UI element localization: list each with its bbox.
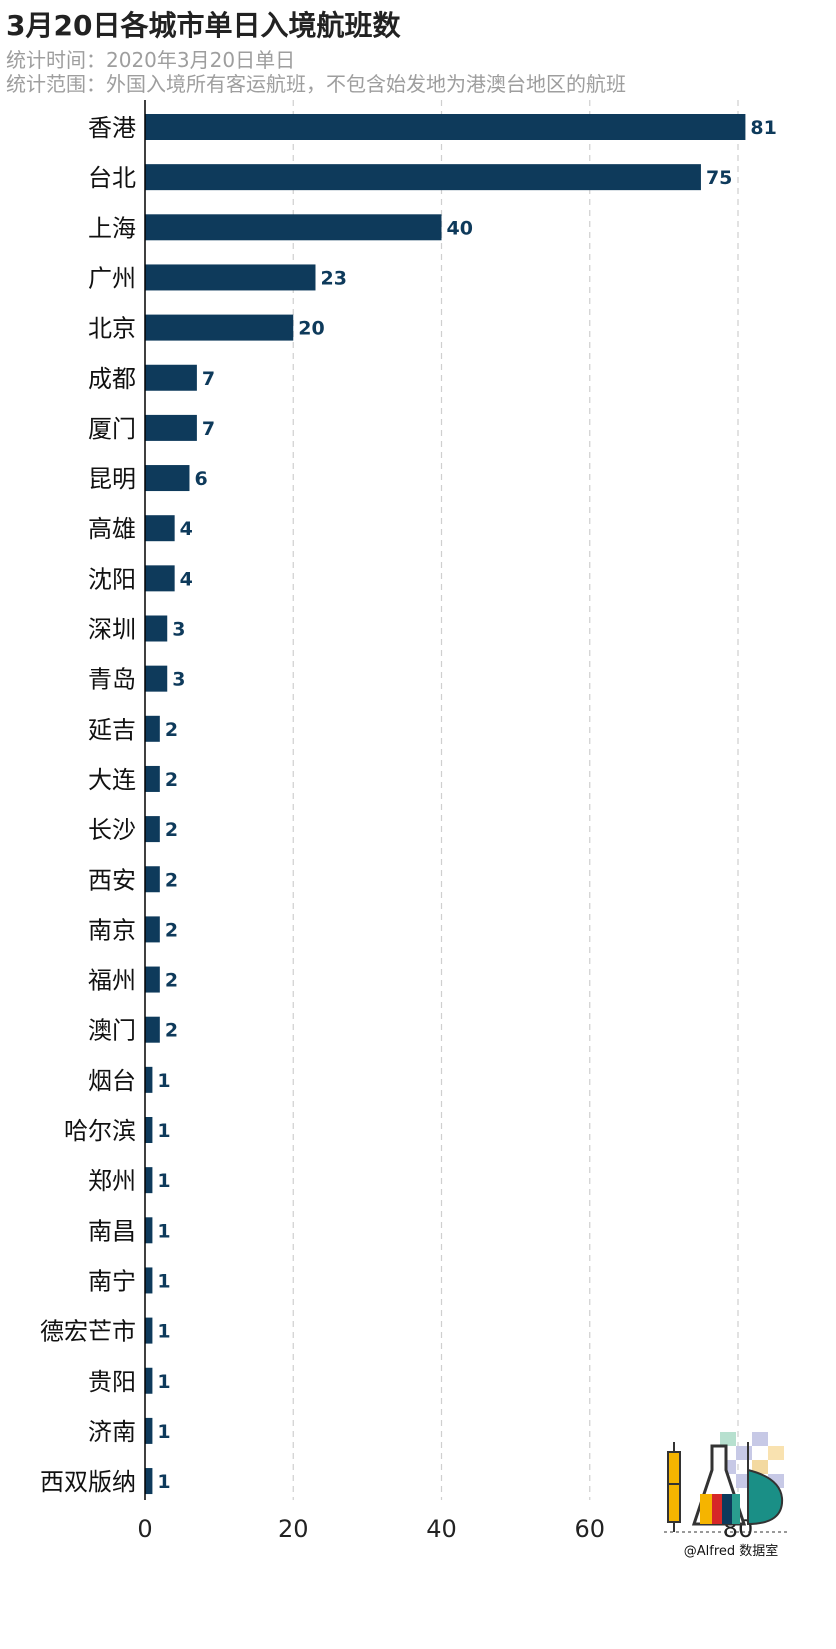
y-tick-label-9: 沈阳 — [88, 565, 136, 593]
y-tick-label-11: 青岛 — [88, 666, 136, 694]
chart-subtitle-scope: 统计范围：外国入境所有客运航班，不包含始发地为港澳台地区的航班 — [6, 72, 626, 96]
bar-27 — [145, 1468, 153, 1495]
data-label-7: 6 — [194, 468, 207, 490]
y-tick-label-21: 郑州 — [88, 1167, 136, 1195]
y-tick-label-20: 哈尔滨 — [64, 1117, 136, 1145]
data-label-4: 20 — [298, 318, 324, 340]
x-tick-label-20: 20 — [278, 1515, 309, 1543]
bar-4 — [145, 314, 294, 341]
data-label-17: 2 — [165, 970, 178, 992]
bar-26 — [145, 1417, 153, 1444]
data-label-24: 1 — [157, 1321, 170, 1343]
bar-14 — [145, 816, 160, 843]
y-tick-label-15: 西安 — [88, 866, 136, 894]
y-tick-label-23: 南宁 — [88, 1267, 136, 1295]
data-label-1: 75 — [706, 167, 732, 189]
bar-1 — [145, 164, 701, 191]
y-tick-label-19: 烟台 — [88, 1067, 136, 1095]
y-tick-label-17: 福州 — [88, 967, 136, 995]
y-tick-label-5: 成都 — [88, 365, 136, 393]
x-tick-label-60: 60 — [574, 1515, 605, 1543]
chart-header: 3月20日各城市单日入境航班数 统计时间：2020年3月20日单日 统计范围：外… — [6, 0, 626, 96]
data-label-23: 1 — [157, 1270, 170, 1292]
data-label-15: 2 — [165, 869, 178, 891]
data-label-6: 7 — [202, 418, 215, 440]
bar-11 — [145, 665, 168, 692]
bar-20 — [145, 1117, 153, 1143]
bar-7 — [145, 465, 190, 492]
bar-5 — [145, 364, 197, 391]
data-label-2: 40 — [447, 217, 473, 239]
y-tick-label-6: 厦门 — [88, 415, 136, 443]
data-label-18: 2 — [165, 1020, 178, 1042]
data-label-3: 23 — [320, 267, 346, 289]
y-tick-label-18: 澳门 — [88, 1017, 136, 1045]
data-label-13: 2 — [165, 769, 178, 791]
bar-19 — [145, 1066, 153, 1093]
y-tick-label-14: 长沙 — [88, 816, 136, 844]
data-label-26: 1 — [157, 1421, 170, 1443]
bar-17 — [145, 966, 160, 993]
data-label-9: 4 — [180, 568, 193, 590]
bar-16 — [145, 916, 160, 943]
alfred-logo — [664, 1432, 790, 1560]
x-tick-label-0: 0 — [137, 1515, 152, 1543]
data-label-10: 3 — [172, 619, 185, 641]
bar-6 — [145, 414, 197, 441]
bar-10 — [145, 615, 168, 642]
y-tick-label-0: 香港 — [88, 114, 136, 142]
data-label-12: 2 — [165, 719, 178, 741]
watermark-text: @Alfred 数据室 — [683, 1544, 779, 1559]
chart-subtitle-time: 统计时间：2020年3月20日单日 — [6, 48, 296, 72]
y-tick-label-3: 广州 — [88, 264, 136, 292]
x-tick-label-40: 40 — [426, 1515, 457, 1543]
y-tick-label-7: 昆明 — [88, 465, 136, 493]
bar-23 — [145, 1267, 153, 1294]
y-tick-label-10: 深圳 — [88, 616, 136, 644]
bar-24 — [145, 1317, 153, 1344]
bar-13 — [145, 765, 160, 792]
y-tick-label-24: 德宏芒市 — [40, 1318, 136, 1346]
bar-18 — [145, 1016, 160, 1043]
data-label-25: 1 — [157, 1371, 170, 1393]
bar-12 — [145, 715, 160, 742]
y-tick-label-4: 北京 — [88, 315, 136, 343]
bar-22 — [145, 1217, 153, 1244]
bar-0 — [145, 114, 746, 140]
bar-3 — [145, 264, 316, 291]
y-tick-label-25: 贵阳 — [88, 1368, 136, 1396]
y-tick-label-26: 济南 — [88, 1418, 136, 1446]
bar-8 — [145, 515, 175, 542]
data-label-11: 3 — [172, 669, 185, 691]
data-label-20: 1 — [157, 1120, 170, 1142]
y-tick-label-8: 高雄 — [88, 515, 136, 543]
chart-title: 3月20日各城市单日入境航班数 — [6, 9, 401, 42]
bar-21 — [145, 1167, 153, 1194]
y-tick-label-1: 台北 — [88, 164, 136, 192]
data-label-27: 1 — [157, 1471, 170, 1493]
data-label-21: 1 — [157, 1170, 170, 1192]
y-tick-label-13: 大连 — [88, 766, 136, 794]
y-tick-label-22: 南昌 — [88, 1217, 136, 1245]
data-label-5: 7 — [202, 368, 215, 390]
y-tick-label-16: 南京 — [88, 916, 136, 944]
y-tick-label-2: 上海 — [88, 214, 136, 242]
data-label-22: 1 — [157, 1220, 170, 1242]
y-tick-label-27: 西双版纳 — [40, 1468, 136, 1496]
bar-9 — [145, 565, 175, 592]
data-label-16: 2 — [165, 919, 178, 941]
data-label-8: 4 — [180, 518, 193, 540]
data-label-19: 1 — [157, 1070, 170, 1092]
data-label-14: 2 — [165, 819, 178, 841]
bar-2 — [145, 214, 442, 241]
y-tick-label-12: 延吉 — [88, 716, 136, 744]
bar-25 — [145, 1367, 153, 1394]
data-label-0: 81 — [750, 117, 776, 139]
bar-15 — [145, 866, 160, 893]
